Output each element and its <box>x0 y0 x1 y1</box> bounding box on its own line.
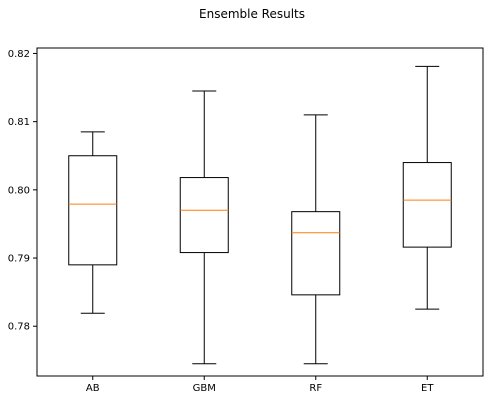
y-tick-label: 0.82 <box>8 49 30 60</box>
y-tick-label: 0.81 <box>8 117 30 128</box>
x-tick-label: GBM <box>193 383 216 394</box>
y-tick-label: 0.78 <box>8 322 30 333</box>
x-tick-label: RF <box>309 383 322 394</box>
y-tick-label: 0.79 <box>8 254 30 265</box>
chart-title: Ensemble Results <box>199 7 305 21</box>
x-tick-label: AB <box>86 383 100 394</box>
y-tick-label: 0.80 <box>8 185 30 196</box>
x-tick-label: ET <box>421 383 434 394</box>
